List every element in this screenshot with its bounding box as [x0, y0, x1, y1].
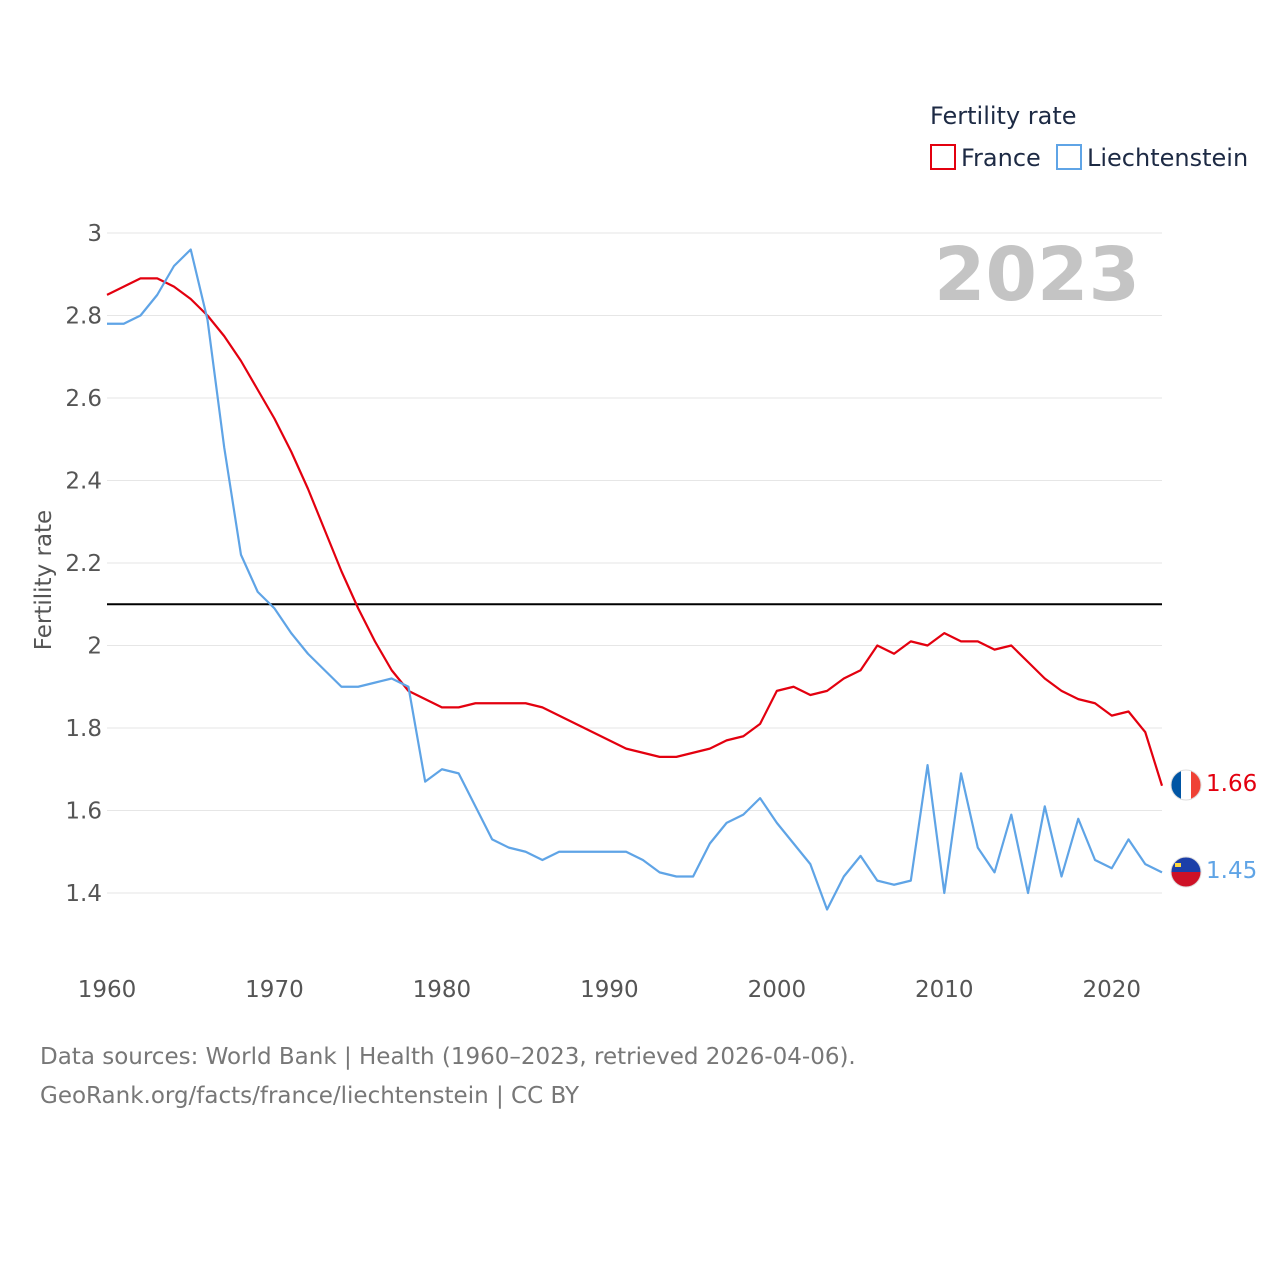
- year-label: 2023: [934, 232, 1140, 318]
- legend-item-liechtenstein[interactable]: Liechtenstein: [1056, 144, 1248, 172]
- y-tick-label: 2.4: [65, 469, 102, 495]
- x-tick-label: 1980: [413, 977, 472, 1003]
- series-line-france: [106, 277, 1164, 787]
- series-lines: [106, 248, 1164, 911]
- x-tick-label: 2010: [915, 977, 974, 1003]
- legend-swatch-france: [930, 144, 956, 170]
- y-tick-label: 2.2: [65, 551, 102, 577]
- y-tick-label: 2.6: [65, 386, 102, 412]
- legend-label-france: France: [961, 144, 1041, 172]
- y-tick-label: 1.6: [65, 799, 102, 825]
- france-flag-icon: [1171, 770, 1201, 800]
- y-tick-label: 1.4: [65, 881, 102, 907]
- x-tick-label: 1970: [245, 977, 304, 1003]
- legend-title: Fertility rate: [930, 102, 1077, 130]
- y-tick-label: 2: [87, 634, 102, 660]
- footer-attribution[interactable]: GeoRank.org/facts/france/liechtenstein |…: [40, 1083, 580, 1109]
- x-tick-label: 2000: [748, 977, 807, 1003]
- legend: Fertility rate France Liechtenstein: [930, 102, 1248, 172]
- legend-item-france[interactable]: France: [930, 144, 1041, 172]
- france-end-value: 1.66: [1206, 771, 1257, 797]
- legend-swatch-liechtenstein: [1056, 144, 1082, 170]
- y-axis-ticks: 3 2.8 2.6 2.4 2.2 2 1.8 1.6 1.4: [65, 221, 102, 907]
- x-tick-label: 1960: [78, 977, 137, 1003]
- fertility-rate-chart: 3 2.8 2.6 2.4 2.2 2 1.8 1.6 1.4 1960 1970 1980 1990…: [31, 102, 1257, 1003]
- liechtenstein-flag-icon: [1171, 857, 1201, 887]
- series-line-liechtenstein: [107, 248, 1163, 911]
- liechtenstein-end-value: 1.45: [1206, 858, 1257, 884]
- y-tick-label: 1.8: [65, 716, 102, 742]
- gridlines: [107, 232, 1162, 894]
- footer-sources: Data sources: World Bank | Health (1960–…: [40, 1044, 856, 1070]
- y-tick-label: 2.8: [65, 304, 102, 330]
- x-tick-label: 1990: [580, 977, 639, 1003]
- y-axis-label: Fertility rate: [31, 510, 57, 650]
- legend-label-liechtenstein: Liechtenstein: [1087, 144, 1248, 172]
- y-tick-label: 3: [87, 221, 102, 247]
- x-tick-label: 2020: [1082, 977, 1141, 1003]
- x-axis-ticks: 1960 1970 1980 1990 2000 2010 2020: [78, 977, 1141, 1003]
